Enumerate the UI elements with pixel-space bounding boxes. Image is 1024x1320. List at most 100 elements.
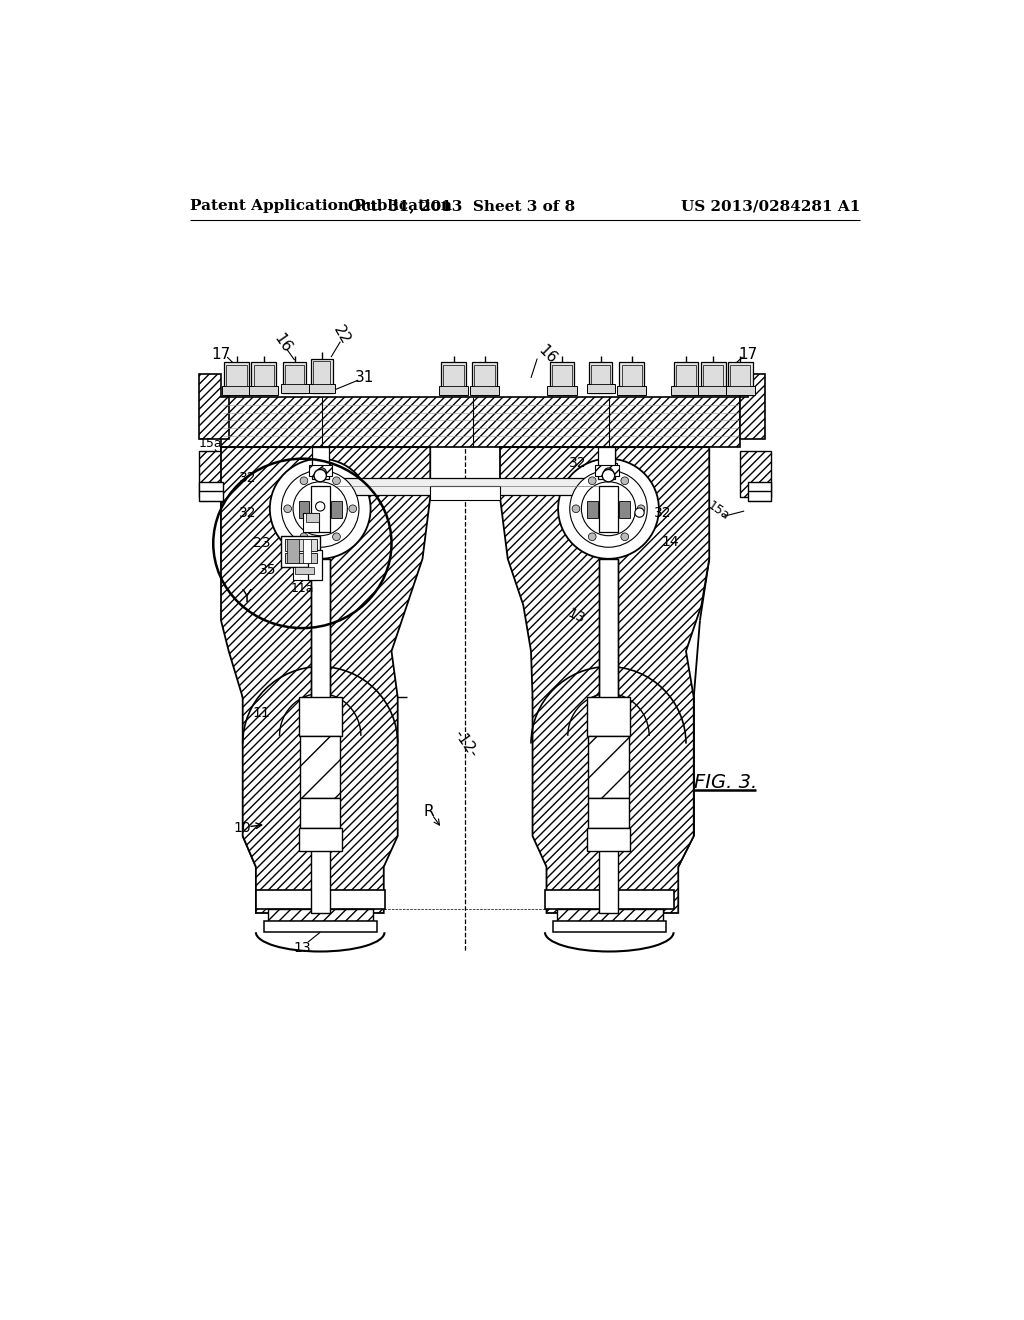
Polygon shape (221, 447, 430, 913)
Circle shape (315, 502, 325, 511)
Bar (622, 364, 642, 385)
Bar (308, 549, 322, 581)
Bar (700, 363, 726, 395)
Bar (589, 737, 629, 797)
Bar (313, 360, 331, 384)
Bar (282, 536, 321, 566)
Bar (587, 697, 630, 737)
Bar (589, 363, 612, 393)
Bar (589, 797, 629, 829)
Bar (254, 364, 273, 385)
Bar (299, 502, 309, 517)
Polygon shape (221, 397, 740, 447)
Circle shape (349, 504, 356, 512)
Text: 10: 10 (233, 821, 252, 836)
Bar (315, 447, 328, 466)
Bar (587, 502, 598, 517)
Circle shape (300, 477, 308, 484)
Text: 32: 32 (240, 506, 257, 520)
Bar (313, 462, 331, 470)
Circle shape (572, 504, 580, 512)
Bar (287, 539, 299, 564)
Text: 14: 14 (662, 535, 679, 549)
Bar (470, 385, 500, 395)
Bar (222, 385, 251, 395)
Text: 31: 31 (354, 371, 374, 385)
Bar (598, 447, 615, 479)
Bar (438, 385, 468, 395)
Bar (303, 512, 318, 532)
Bar (200, 272, 765, 950)
Text: 15a: 15a (199, 437, 222, 450)
Bar (286, 364, 304, 384)
Bar (306, 512, 318, 521)
Bar (311, 447, 329, 479)
Bar (311, 558, 330, 913)
Text: 32: 32 (654, 506, 672, 520)
Circle shape (317, 469, 327, 478)
Polygon shape (500, 447, 710, 913)
Text: 11: 11 (253, 706, 270, 719)
Bar (599, 486, 617, 532)
Bar (698, 385, 728, 395)
Bar (336, 478, 611, 495)
Polygon shape (200, 374, 228, 440)
Circle shape (333, 533, 340, 541)
Bar (200, 451, 230, 498)
Circle shape (589, 477, 596, 484)
Bar (672, 385, 700, 395)
Bar (300, 797, 340, 829)
Circle shape (558, 459, 658, 558)
Bar (311, 486, 330, 532)
Bar (256, 890, 385, 909)
Bar (592, 364, 610, 384)
Bar (224, 363, 249, 395)
Bar (676, 364, 696, 385)
Bar (587, 384, 614, 393)
Bar (728, 363, 753, 395)
Bar (299, 829, 342, 851)
Text: 13: 13 (294, 941, 311, 954)
Bar (703, 364, 723, 385)
Bar (299, 697, 342, 737)
Bar (283, 363, 306, 393)
Text: 16: 16 (535, 343, 559, 367)
Text: 13: 13 (565, 606, 587, 627)
Circle shape (582, 482, 636, 536)
Text: 17: 17 (738, 347, 758, 362)
Text: R: R (423, 804, 434, 818)
Bar (557, 909, 663, 921)
Circle shape (589, 533, 596, 541)
Bar (620, 502, 630, 517)
Bar (251, 363, 276, 395)
Circle shape (604, 469, 613, 478)
Bar (308, 384, 335, 393)
Text: 23: 23 (253, 536, 270, 550)
Bar (443, 364, 464, 385)
Bar (599, 558, 617, 913)
Text: 17: 17 (211, 347, 230, 362)
Bar (553, 921, 666, 932)
Circle shape (282, 470, 359, 548)
Bar (730, 364, 751, 385)
Text: -12-: -12- (451, 727, 480, 760)
Bar (550, 363, 574, 395)
Bar (472, 363, 497, 395)
Bar (308, 465, 332, 475)
Circle shape (621, 477, 629, 484)
Bar (600, 462, 617, 470)
Bar (281, 384, 308, 393)
Bar (674, 363, 698, 395)
Circle shape (569, 470, 647, 548)
Circle shape (293, 482, 347, 536)
Bar (441, 363, 466, 395)
Text: 35: 35 (259, 564, 276, 577)
Circle shape (602, 470, 614, 482)
Polygon shape (740, 374, 765, 440)
Text: FIG. 3.: FIG. 3. (693, 772, 757, 792)
Text: 32: 32 (240, 471, 257, 484)
Bar (617, 385, 646, 395)
Bar (547, 385, 577, 395)
Circle shape (637, 504, 645, 512)
Bar (285, 553, 317, 564)
